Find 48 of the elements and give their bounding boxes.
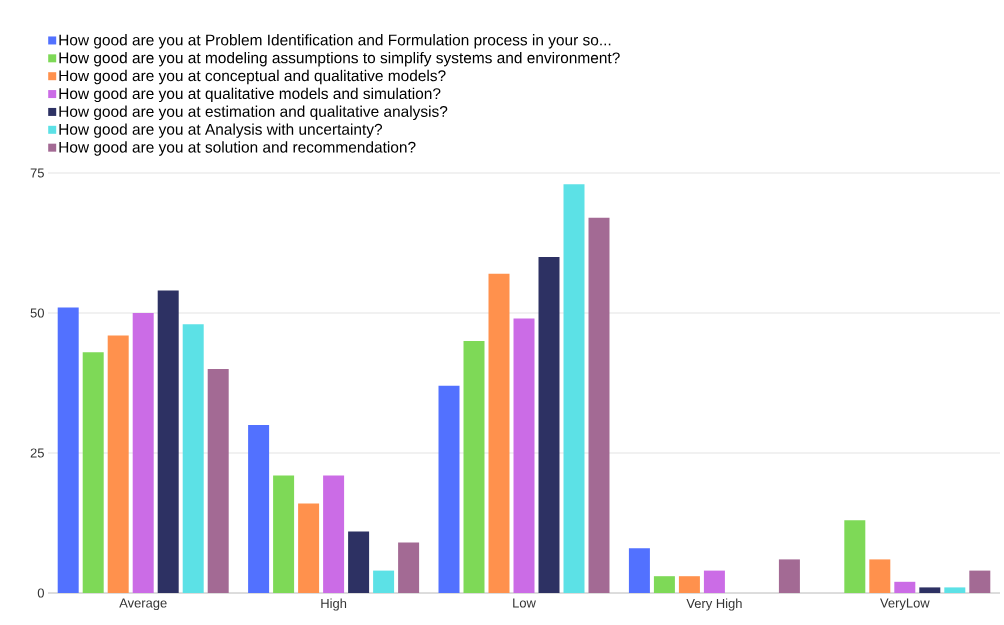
bar	[82, 352, 104, 593]
bar	[57, 307, 79, 593]
bar	[157, 290, 179, 593]
x-tick-label: Very High	[686, 598, 742, 611]
bar	[298, 503, 320, 593]
bar	[778, 559, 800, 593]
bar	[563, 184, 585, 593]
legend-label: How good are you at Analysis with uncertainty?	[59, 123, 383, 138]
bar	[678, 576, 700, 593]
bar	[463, 341, 485, 593]
legend-label: How good are you at Problem Identification and Formulation process in your so...	[59, 34, 611, 49]
bar	[513, 318, 535, 593]
legend-label: How good are you at estimation and qualitative analysis?	[59, 105, 448, 120]
bar	[653, 576, 675, 593]
y-tick-label: 0	[37, 588, 44, 598]
bar	[273, 475, 295, 593]
bar	[703, 570, 725, 593]
bar	[182, 324, 204, 593]
bar	[207, 369, 229, 593]
x-tick-label: Low	[513, 598, 536, 608]
bar	[398, 542, 420, 593]
legend-label: How good are you at modeling assumptions to simplify systems and environment?	[59, 51, 620, 67]
bar	[628, 548, 650, 593]
y-tick-label: 50	[30, 308, 44, 318]
x-tick-label: VeryLow	[880, 598, 930, 611]
bar	[844, 520, 866, 593]
bar	[894, 581, 916, 593]
y-tick-label: 25	[30, 448, 44, 458]
legend-label: How good are you at qualitative models and simulation?	[59, 87, 441, 103]
bar	[919, 587, 941, 593]
bar	[132, 313, 154, 593]
bar	[488, 273, 510, 593]
bar	[969, 570, 991, 593]
bar	[588, 217, 610, 593]
bar	[348, 531, 370, 593]
bar	[373, 570, 395, 593]
bar	[538, 257, 560, 593]
bar	[323, 475, 345, 593]
x-tick-label: Average	[119, 598, 167, 611]
x-tick-label: High	[321, 598, 347, 611]
legend-label: How good are you at conceptual and qualitative models?	[59, 69, 446, 85]
bar	[438, 385, 460, 593]
y-tick-label: 75	[30, 168, 44, 178]
bar	[248, 425, 270, 593]
bar	[944, 587, 966, 593]
bar	[107, 335, 129, 593]
bar	[869, 559, 891, 593]
legend-label: How good are you at solution and recommendation?	[59, 141, 416, 156]
